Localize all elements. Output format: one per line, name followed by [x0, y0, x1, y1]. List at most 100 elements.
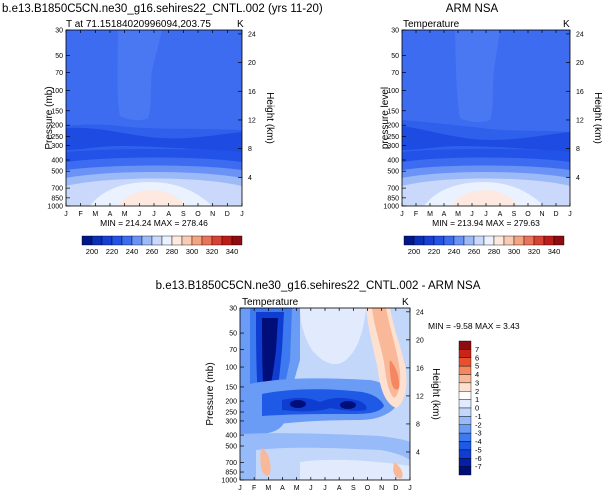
height-tick-label: 8 — [576, 146, 580, 153]
colorbar-swatch — [161, 235, 173, 246]
colorbar-tick-label: -6 — [475, 454, 482, 463]
colorbar-swatch — [423, 235, 435, 246]
colorbar-tick-label: 300 — [186, 247, 199, 256]
panel1-ylabel: Pressure (mb) — [44, 86, 55, 149]
height-tick-label: 8 — [248, 146, 252, 153]
y-tick-label: 1000 — [47, 204, 63, 211]
colorbar-swatch — [413, 235, 425, 246]
panel3-label-right: K — [402, 297, 409, 308]
panel2-ylabel-right: Height (km) — [592, 92, 602, 144]
y-tick-label: 300 — [51, 143, 63, 150]
colorbar-swatch — [458, 441, 472, 451]
panel2-plot-area — [402, 30, 570, 206]
colorbar-swatch — [458, 449, 472, 459]
y-tick-label: 50 — [391, 53, 399, 60]
y-tick-label: 200 — [387, 123, 399, 130]
y-tick-label: 250 — [387, 134, 399, 141]
y-tick-label: 30 — [229, 306, 237, 313]
colorbar-tick-label: 220 — [106, 247, 119, 256]
page-subtitle-right: ARM NSA — [446, 3, 499, 15]
x-tick-label: J — [323, 485, 327, 492]
y-tick-label: 30 — [391, 28, 399, 35]
height-tick-label: 12 — [576, 117, 584, 124]
y-tick-label: 30 — [55, 28, 63, 35]
colorbar-tick-label: 280 — [488, 247, 501, 256]
panel3-cold-core — [262, 318, 278, 389]
colorbar-tick-label: 1 — [475, 395, 479, 404]
x-tick-label: O — [525, 211, 531, 218]
colorbar-swatch — [433, 235, 445, 246]
colorbar-swatch — [458, 399, 472, 409]
y-tick-label: 250 — [225, 410, 237, 417]
height-tick-label: 12 — [248, 117, 256, 124]
y-tick-label: 400 — [225, 433, 237, 440]
colorbar-swatch — [171, 235, 183, 246]
panel1-colorbar: 200 220 240 260 280 300 320 340 — [81, 235, 243, 256]
colorbar-tick-label: -1 — [475, 412, 482, 421]
panel1-plot-area — [66, 30, 242, 206]
panel-model: b.e13.B1850C5CN.ne30_g16.sehires22_CNTL.… — [2, 3, 323, 256]
colorbar-swatch — [503, 235, 515, 246]
colorbar-swatch — [231, 235, 243, 246]
panel3-plot-area — [240, 308, 410, 480]
x-tick-label: F — [414, 211, 418, 218]
x-tick-label: F — [79, 211, 83, 218]
panel3-neutral-region — [300, 308, 366, 365]
panel1-tropopause-band — [66, 127, 242, 152]
colorbar-swatch — [458, 416, 472, 425]
colorbar-swatch — [513, 235, 525, 246]
x-tick-label: J — [408, 485, 412, 492]
colorbar-swatch — [458, 357, 472, 367]
colorbar-swatch — [201, 235, 213, 246]
colorbar-swatch — [458, 374, 472, 384]
colorbar-tick-label: 320 — [528, 247, 541, 256]
panel2-stats: MIN = 213.94 MAX = 279.63 — [432, 218, 540, 228]
y-tick-label: 850 — [387, 195, 399, 202]
panel3-cold-spot-1 — [290, 400, 306, 408]
colorbar-tick-label: 200 — [408, 247, 421, 256]
colorbar-tick-label: 260 — [146, 247, 159, 256]
colorbar-tick-label: 5 — [475, 362, 479, 371]
panel1-stats: MIN = 214.24 MAX = 278.46 — [100, 218, 208, 228]
page-title: b.e13.B1850C5CN.ne30_g16.sehires22_CNTL.… — [2, 3, 323, 15]
colorbar-swatch — [493, 235, 505, 246]
y-tick-label: 70 — [391, 70, 399, 77]
height-tick-label: 16 — [576, 89, 584, 96]
colorbar-swatch — [458, 466, 472, 476]
y-tick-label: 150 — [225, 384, 237, 391]
x-tick-label: J — [238, 485, 242, 492]
x-tick-label: J — [470, 211, 474, 218]
colorbar-swatch — [121, 235, 133, 246]
panel2-axes: J F M A M J J A S O N D J 30 50 70 100 150 200 250 300 400 500… — [383, 28, 583, 219]
colorbar-swatch — [81, 235, 93, 246]
colorbar-swatch — [211, 235, 223, 246]
x-tick-label: N — [379, 485, 384, 492]
x-tick-label: A — [280, 485, 285, 492]
panel1-upper-core — [117, 30, 162, 121]
colorbar-swatch — [463, 235, 475, 246]
y-tick-label: 150 — [387, 108, 399, 115]
y-tick-label: 70 — [229, 347, 237, 354]
panel1-upper-region — [66, 30, 242, 130]
panel1-label-left: T at 71.15184020996094,203.75 — [66, 19, 211, 30]
y-tick-label: 850 — [225, 470, 237, 477]
x-tick-label: M — [122, 211, 128, 218]
y-tick-label: 500 — [225, 444, 237, 451]
colorbar-tick-label: -3 — [475, 429, 482, 438]
colorbar-swatch — [523, 235, 535, 246]
height-tick-label: 16 — [416, 365, 424, 372]
x-tick-label: M — [92, 211, 98, 218]
y-tick-label: 850 — [51, 195, 63, 202]
panel3-ylabel: Pressure (mb) — [205, 362, 216, 425]
x-tick-label: J — [64, 211, 68, 218]
colorbar-swatch — [191, 235, 203, 246]
panel3-lower-neutral — [300, 459, 410, 480]
x-tick-label: M — [427, 211, 433, 218]
panel-observation: ARM NSA Temperature K J F M A M J J A S O N D J 30 50 7… — [380, 3, 602, 256]
panel-difference: b.e13.B1850C5CN.ne30_g16.sehires22_CNTL.… — [156, 280, 520, 492]
colorbar-swatch — [458, 424, 472, 434]
colorbar-swatch — [453, 235, 465, 246]
colorbar-swatch — [458, 349, 472, 358]
height-tick-label: 24 — [576, 31, 584, 38]
